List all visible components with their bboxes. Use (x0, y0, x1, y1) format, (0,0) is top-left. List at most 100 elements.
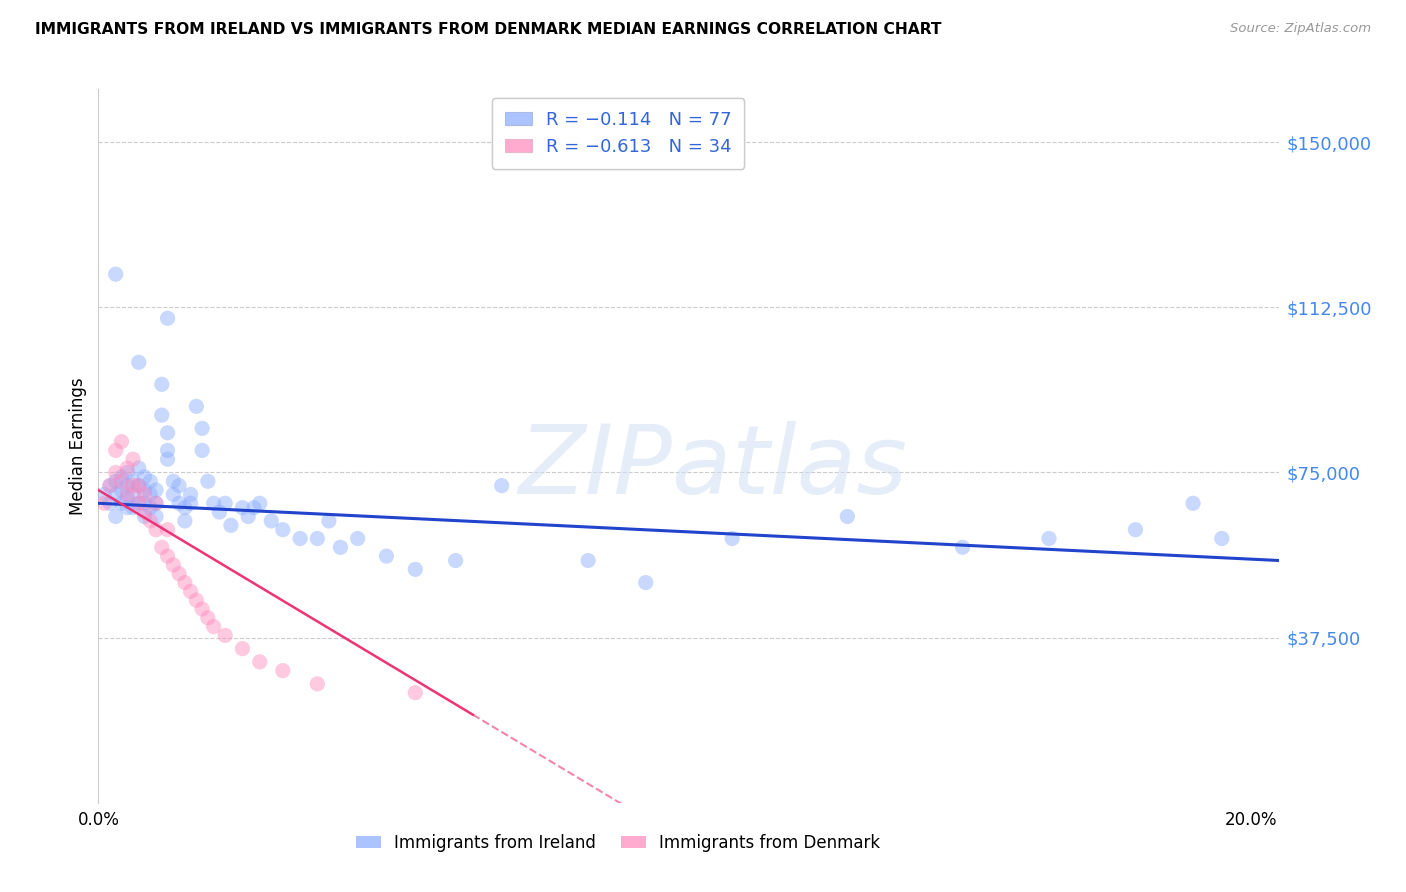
Point (191, 443, 214, 458)
Point (134, 509, 156, 524)
Point (238, 509, 260, 524)
Point (156, 523, 179, 537)
Point (444, 553, 467, 567)
Point (180, 584, 202, 599)
Point (98, 496, 121, 510)
Point (156, 443, 179, 458)
Point (115, 461, 138, 475)
Point (186, 593, 208, 607)
Point (134, 470, 156, 484)
Point (404, 562, 426, 576)
Point (173, 500, 195, 515)
Point (128, 496, 150, 510)
Point (491, 478, 513, 492)
Point (202, 619, 225, 633)
Point (197, 475, 219, 489)
Point (134, 483, 156, 497)
Point (150, 408, 173, 422)
Point (93, 487, 115, 501)
Point (128, 355, 150, 369)
Point (162, 558, 184, 572)
Point (260, 514, 283, 528)
Point (1182, 496, 1205, 510)
Point (145, 483, 167, 497)
Point (288, 532, 311, 546)
Point (122, 487, 145, 501)
Point (98, 478, 121, 492)
Point (115, 478, 138, 492)
Point (214, 628, 236, 642)
Point (173, 514, 195, 528)
Point (104, 509, 127, 524)
Point (180, 496, 202, 510)
Point (307, 532, 329, 546)
Point (186, 400, 208, 414)
Point (122, 500, 145, 515)
Point (110, 496, 132, 510)
Point (167, 478, 190, 492)
Point (243, 500, 266, 515)
Point (156, 425, 179, 440)
Point (1125, 523, 1147, 537)
Point (1211, 532, 1233, 546)
Text: ZIPatlas: ZIPatlas (519, 421, 907, 514)
Point (145, 523, 167, 537)
Text: IMMIGRANTS FROM IRELAND VS IMMIGRANTS FROM DENMARK MEDIAN EARNINGS CORRELATION C: IMMIGRANTS FROM IRELAND VS IMMIGRANTS FR… (35, 22, 942, 37)
Point (249, 496, 271, 510)
Point (122, 478, 145, 492)
Point (104, 443, 127, 458)
Point (122, 475, 145, 489)
Point (110, 475, 132, 489)
Point (162, 487, 184, 501)
Point (122, 452, 145, 467)
Point (167, 496, 190, 510)
Point (104, 475, 127, 489)
Point (139, 500, 162, 515)
Point (173, 575, 195, 590)
Point (145, 496, 167, 510)
Point (110, 434, 132, 449)
Point (115, 491, 138, 506)
Point (191, 421, 214, 435)
Point (104, 267, 127, 281)
Point (197, 611, 219, 625)
Point (202, 496, 225, 510)
Point (145, 509, 167, 524)
Point (115, 500, 138, 515)
Point (115, 487, 138, 501)
Point (110, 483, 132, 497)
Point (576, 553, 599, 567)
Point (1038, 532, 1060, 546)
Point (139, 514, 162, 528)
Point (104, 466, 127, 480)
Point (150, 541, 173, 555)
Text: Source: ZipAtlas.com: Source: ZipAtlas.com (1230, 22, 1371, 36)
Point (139, 487, 162, 501)
Legend: Immigrants from Ireland, Immigrants from Denmark: Immigrants from Ireland, Immigrants from… (349, 828, 887, 859)
Point (162, 475, 184, 489)
Point (329, 541, 352, 555)
Point (180, 487, 202, 501)
Point (115, 466, 138, 480)
Point (128, 496, 150, 510)
Point (231, 500, 253, 515)
Y-axis label: Median Earnings: Median Earnings (69, 377, 87, 515)
Point (219, 518, 242, 533)
Point (110, 470, 132, 484)
Point (134, 496, 156, 510)
Point (128, 461, 150, 475)
Point (249, 655, 271, 669)
Point (150, 377, 173, 392)
Point (156, 311, 179, 326)
Point (214, 496, 236, 510)
Point (139, 475, 162, 489)
Point (375, 549, 398, 563)
Point (104, 487, 127, 501)
Point (634, 575, 657, 590)
Point (318, 514, 340, 528)
Point (952, 541, 974, 555)
Point (404, 686, 426, 700)
Point (208, 505, 231, 519)
Point (231, 641, 253, 656)
Point (271, 523, 294, 537)
